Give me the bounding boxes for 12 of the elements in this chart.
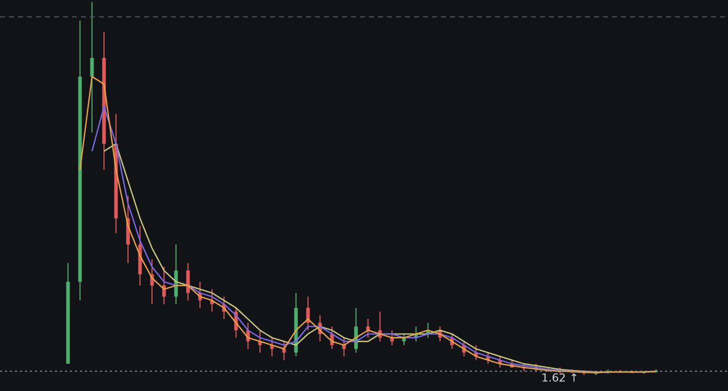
candlestick — [354, 307, 358, 354]
candlestick — [90, 2, 94, 134]
candlestick — [282, 340, 286, 361]
candlestick — [390, 330, 394, 346]
candlestick — [150, 258, 154, 305]
candlestick — [186, 262, 190, 301]
candlestick — [162, 266, 166, 305]
candlestick — [306, 296, 310, 331]
candlestick — [366, 318, 370, 338]
candlestick — [342, 337, 346, 357]
ref-line-label: 1.62 ↑ — [541, 372, 579, 385]
candlestick — [270, 337, 274, 357]
